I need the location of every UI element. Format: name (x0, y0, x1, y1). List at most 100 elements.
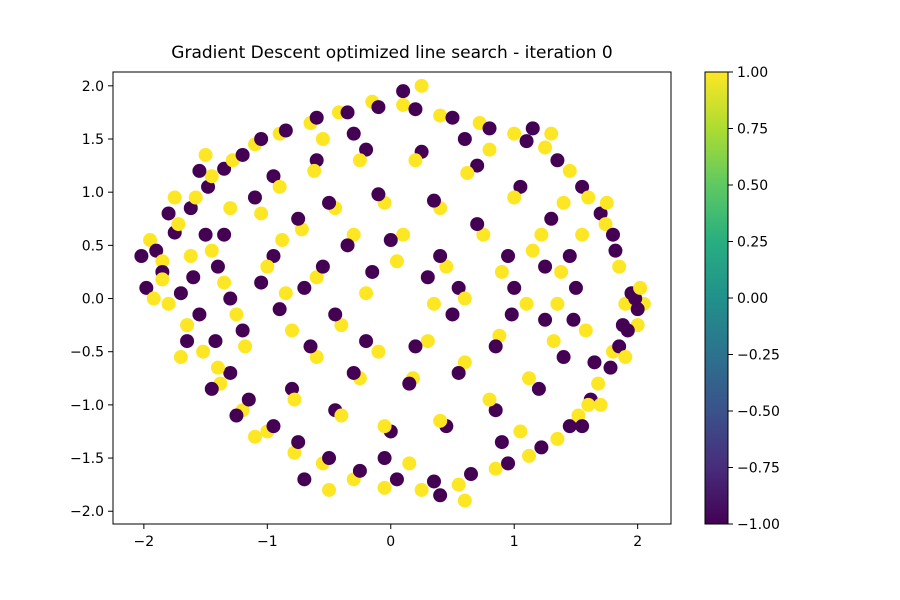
point-class-neg (377, 451, 392, 466)
point-class-pos (578, 323, 593, 338)
point-class-pos (309, 270, 324, 285)
point-class-pos (173, 350, 188, 365)
point-class-neg (501, 248, 516, 263)
point-class-neg (445, 110, 460, 125)
point-class-neg (266, 419, 281, 434)
point-class-pos (593, 397, 608, 412)
point-class-pos (260, 259, 275, 274)
point-class-neg (470, 217, 485, 232)
point-class-pos (155, 254, 170, 269)
point-class-pos (352, 153, 367, 168)
point-class-neg (433, 488, 448, 503)
point-class-pos (183, 248, 198, 263)
point-class-pos (223, 201, 238, 216)
point-class-neg (494, 435, 509, 450)
point-class-pos (591, 376, 606, 391)
point-class-pos (155, 272, 170, 287)
point-class-neg (359, 142, 374, 157)
point-class-neg (531, 381, 546, 396)
point-class-pos (143, 233, 158, 248)
point-class-pos (426, 296, 441, 311)
point-class-pos (633, 280, 648, 295)
point-class-neg (420, 270, 435, 285)
point-class-pos (571, 408, 586, 423)
point-class-pos (204, 169, 219, 184)
point-class-pos (482, 392, 497, 407)
y-tick-label: 1.0 (82, 185, 104, 201)
point-class-neg (488, 339, 503, 354)
x-tick-label: 0 (386, 534, 395, 550)
point-class-neg (149, 243, 164, 258)
point-class-pos (451, 477, 466, 492)
point-class-pos (229, 307, 244, 322)
point-class-pos (287, 445, 302, 460)
point-class-pos (254, 206, 269, 221)
colorbar-tick-label: 0.75 (737, 122, 768, 138)
point-class-neg (217, 227, 232, 242)
point-class-neg (556, 350, 571, 365)
point-class-pos (457, 291, 472, 306)
point-class-pos (507, 126, 522, 141)
point-class-neg (208, 334, 223, 349)
point-class-pos (275, 233, 290, 248)
point-class-pos (217, 275, 232, 290)
point-class-neg (346, 365, 361, 380)
point-class-neg (340, 238, 355, 253)
point-class-pos (377, 480, 392, 495)
point-class-neg (223, 291, 238, 306)
colorbar-axis: 1.00 0.75 0.50 0.25 0.00 −0.25 −0.50 −0.75 −1.00 (728, 65, 780, 533)
point-class-pos (322, 482, 337, 497)
point-class-pos (581, 397, 596, 412)
point-class-neg (396, 84, 411, 99)
point-class-pos (188, 190, 203, 205)
point-class-pos (439, 259, 454, 274)
point-class-pos (599, 195, 614, 210)
point-class-pos (618, 350, 633, 365)
point-class-neg (504, 307, 519, 322)
point-class-pos (507, 190, 522, 205)
point-class-pos (575, 227, 590, 242)
point-class-neg (630, 302, 645, 317)
point-class-neg (568, 280, 583, 295)
point-class-pos (522, 448, 537, 463)
point-class-neg (519, 134, 534, 149)
point-class-pos (544, 126, 559, 141)
point-class-pos (488, 461, 503, 476)
point-class-neg (513, 179, 528, 194)
point-class-neg (201, 179, 216, 194)
point-class-pos (146, 291, 161, 306)
point-class-neg (365, 264, 380, 279)
point-class-neg (402, 376, 417, 391)
point-class-pos (550, 296, 565, 311)
colorbar-tick-label: 1.00 (737, 65, 768, 81)
point-class-neg (192, 307, 207, 322)
point-class-pos (402, 456, 417, 471)
point-class-pos (534, 227, 549, 242)
point-class-pos (433, 413, 448, 428)
point-class-pos (525, 243, 540, 258)
point-class-neg (566, 312, 581, 327)
point-class-neg (587, 355, 602, 370)
point-class-neg (608, 243, 623, 258)
point-class-pos (315, 132, 330, 147)
point-class-neg (291, 211, 306, 226)
point-class-pos (198, 147, 213, 162)
chart-title: Gradient Descent optimized line search -… (171, 43, 612, 63)
y-tick-label: −1.0 (70, 398, 104, 414)
colorbar-tick-label: 0.50 (737, 178, 768, 194)
point-class-neg (198, 227, 213, 242)
point-class-pos (460, 166, 475, 181)
y-tick-label: −0.5 (70, 345, 104, 361)
point-class-pos (476, 227, 491, 242)
point-class-pos (196, 344, 211, 359)
point-class-neg (359, 334, 374, 349)
point-class-pos (457, 493, 472, 508)
point-class-pos (171, 217, 186, 232)
point-class-pos (287, 392, 302, 407)
point-class-pos (556, 195, 571, 210)
point-class-neg (254, 275, 269, 290)
point-class-neg (534, 440, 549, 455)
colorbar-tick-label: −1.00 (737, 517, 780, 533)
point-class-neg (451, 280, 466, 295)
